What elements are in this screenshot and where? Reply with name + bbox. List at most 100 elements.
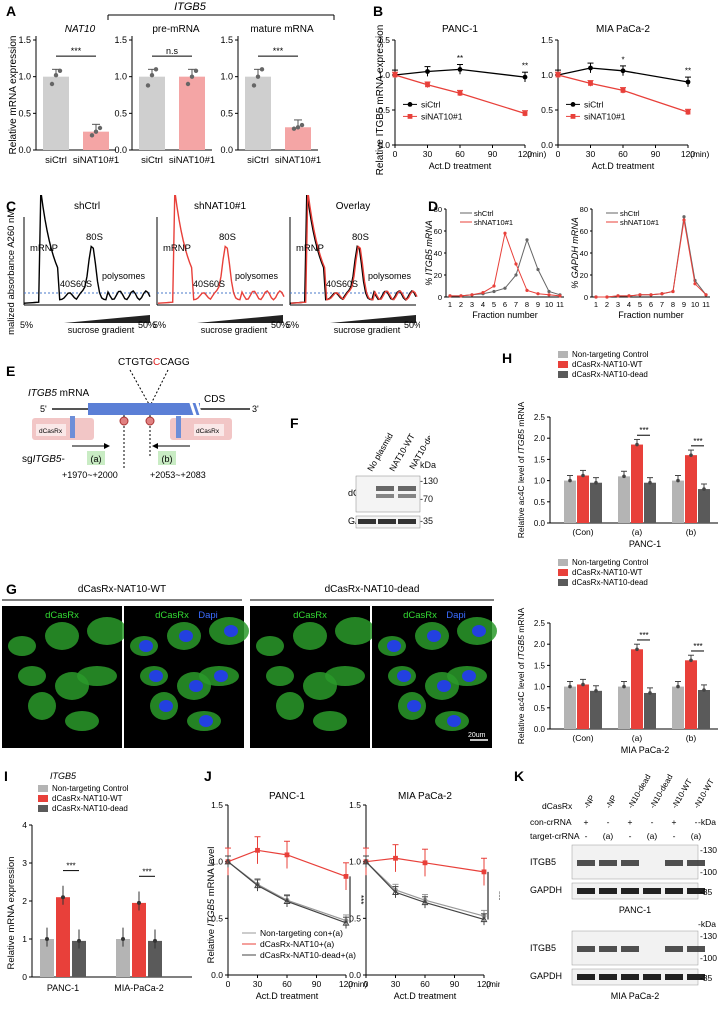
y-tick-label: 1 [22, 934, 27, 944]
channel-label: dCasRx [155, 610, 189, 621]
legend-swatch [558, 559, 568, 566]
panel-i: I ITGB5 Relative mRNA expression Non-tar… [0, 765, 200, 1015]
x-tick-label: 30 [423, 149, 433, 159]
dcasrx-box [36, 424, 66, 436]
gradient-label: sucrose gradient [334, 325, 401, 335]
peak-label: 80S [219, 232, 236, 243]
legend-label: dCasRx-NAT10-WT [52, 794, 123, 803]
data-point [638, 293, 642, 297]
y-tick-label: 0.5 [18, 108, 31, 118]
x-tick-label: 30 [391, 979, 401, 989]
data-point [622, 684, 626, 689]
panel-letter: D [428, 198, 438, 214]
gradient-wedge [64, 315, 150, 323]
y-tick-label: 80 [434, 205, 442, 214]
legend-swatch [38, 795, 48, 802]
series-line [365, 861, 485, 917]
y-tick-label: 0.0 [18, 145, 31, 155]
data-point [525, 238, 529, 242]
cell-signal [18, 666, 46, 686]
data-point [627, 294, 631, 298]
gradient-wedge [330, 315, 416, 323]
band [378, 519, 396, 524]
x-tick-label: MIA-PaCa-2 [114, 983, 164, 993]
panel-c: C Normalized absorbance A260 nM shCtrl mR… [0, 195, 420, 335]
y-axis-label: Relative ac4C level of ITGB5 mRNA [516, 607, 526, 744]
data-point [149, 73, 155, 78]
gradient-label: sucrose gradient [201, 325, 268, 335]
kda-label: -kDa [698, 817, 716, 827]
legend-label: dCasRx-NAT10-dead [572, 578, 648, 587]
sig-label: * [621, 55, 624, 64]
y-tick-label: 1.5 [211, 800, 223, 810]
x-tick-label: 120 [518, 149, 532, 159]
band [621, 974, 639, 980]
cell-signal [65, 711, 99, 731]
group-label-wt: dCasRx-NAT10-WT [78, 584, 166, 595]
data-point [648, 691, 652, 695]
panel-letter: J [204, 768, 212, 784]
legend-swatch [558, 579, 568, 586]
x-tick-label: 9 [682, 300, 686, 309]
y-tick-label: 1.0 [114, 72, 127, 82]
peak-label: 40S [193, 279, 209, 289]
band [398, 494, 416, 498]
panel-a: A Relative mRNA expression ITGB5 NAT10 0.… [0, 0, 360, 185]
band [687, 974, 705, 980]
y-tick-label: 4 [22, 820, 27, 830]
bar [43, 76, 69, 150]
y-tick-label: 1.5 [349, 800, 361, 810]
x-tick-label: (Con) [572, 527, 593, 537]
bar [56, 897, 70, 977]
x-unit: (min) [690, 149, 710, 159]
nucleus-signal [189, 680, 203, 692]
data-point [295, 125, 301, 130]
legend-label: dCasRx-NAT10-dead [52, 804, 128, 813]
bar [139, 76, 165, 150]
marker-label: -35 [420, 516, 434, 526]
data-point [547, 289, 551, 294]
band [398, 486, 416, 491]
dcasrx-label: dCasRx [196, 428, 220, 435]
peak-label: mRNP [296, 243, 324, 254]
sig-label: *** [693, 642, 702, 651]
data-point [522, 74, 528, 80]
peak-label: polysomes [102, 271, 146, 281]
bar [631, 444, 643, 523]
bar [685, 660, 697, 729]
kda-label: kDa [420, 460, 437, 470]
panel-g-svg: G dCasRx-NAT10-WT dCasRx-NAT10-dead dCas… [2, 581, 497, 748]
data-point [392, 888, 399, 895]
gradient-label: sucrose gradient [68, 325, 135, 335]
x-tick-label: 0 [393, 149, 398, 159]
panel-i-svg: I ITGB5 Relative mRNA expression Non-tar… [4, 768, 192, 993]
peak-label: 60S [342, 279, 358, 289]
series-line [394, 68, 526, 78]
nucleus-signal [179, 630, 193, 642]
kda-label: -kDa [698, 919, 716, 929]
x-unit: (min) [527, 149, 547, 159]
arrow-head [104, 443, 110, 449]
data-point [685, 79, 691, 85]
data-point [594, 480, 598, 485]
peak-label: 60S [76, 279, 92, 289]
data-point [362, 858, 370, 865]
data-point [547, 293, 551, 297]
data-point [425, 82, 430, 88]
sig-label: *** [71, 46, 82, 56]
y-axis-label: Relative mRNA expression [6, 857, 17, 970]
peak-label: 40S [60, 279, 76, 289]
lane-label: -NP [604, 794, 619, 810]
cell-line-label: MIA PaCa-2 [611, 991, 660, 1001]
x-tick-label: 2 [459, 300, 463, 309]
gradient-end: 50% [271, 320, 289, 330]
peak-label: 60S [209, 279, 225, 289]
x-tick-label: 4 [481, 300, 485, 309]
data-point [581, 682, 585, 687]
x-tick-label: 60 [282, 979, 292, 989]
x-tick-label: siNAT10#1 [169, 155, 215, 166]
guide-b-position: +2053~+2083 [150, 470, 206, 480]
target-crrna-mark: - [629, 831, 632, 841]
y-axis-label: Relative mRNA expression [8, 36, 19, 155]
cell-line-label: PANC-1 [629, 539, 661, 549]
